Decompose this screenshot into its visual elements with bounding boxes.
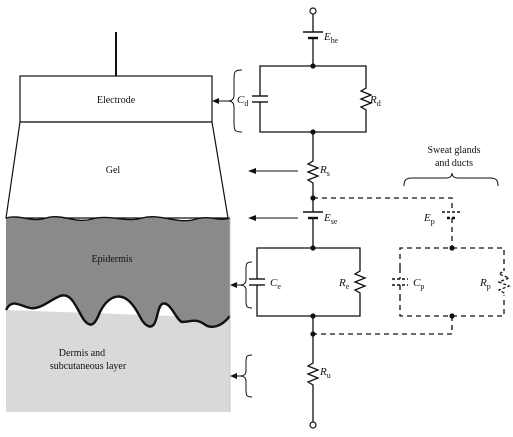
dermis-arrowhead: [230, 373, 237, 379]
gel-arrowhead: [248, 168, 256, 174]
bottom-terminal: [309, 421, 317, 429]
cp-label: Cp: [413, 277, 424, 291]
rs-resistor: [306, 158, 320, 186]
sweat-wire-top: [313, 197, 453, 212]
electrode-label: Electrode: [97, 95, 136, 106]
epidermis-label: Epidermis: [91, 254, 132, 265]
rp-label: Rp: [479, 277, 491, 291]
sweat-wire-bottom: [313, 316, 453, 335]
wire-cdrd-top: [259, 65, 367, 85]
dermis-label-line2: subcutaneous layer: [50, 361, 127, 372]
re-label: Re: [338, 277, 350, 291]
electrode-arrowhead: [212, 98, 219, 104]
rd-resistor: [359, 85, 373, 113]
interface-arrowhead: [248, 215, 256, 221]
epidermis-top-edge: [5, 216, 231, 222]
dermis-label-line1: Dermis and: [59, 348, 105, 359]
re-resistor: [353, 268, 367, 296]
sweat-label-line1: Sweat glands: [427, 145, 480, 156]
wire-cdrd-bottom: [259, 113, 367, 133]
sweat-brace: [403, 172, 499, 187]
rd-label: Rd: [369, 94, 381, 108]
sweat-box-bottom: [399, 296, 505, 317]
wire-cere-bottom: [256, 296, 361, 317]
ehe-label: Ehe: [323, 31, 339, 45]
ru-resistor: [306, 360, 320, 388]
sweat-label-line2: and ducts: [435, 158, 473, 169]
ru-label: Ru: [319, 366, 331, 380]
epidermis-layer: [6, 216, 230, 327]
epidermis-dermis-boundary: [4, 294, 231, 328]
epidermis-arrowhead: [230, 282, 237, 288]
ese-label: Ese: [323, 212, 338, 226]
rp-resistor: [497, 268, 511, 296]
top-terminal: [309, 7, 317, 15]
wire-cere-top: [256, 247, 361, 268]
rs-label: Rs: [319, 164, 330, 178]
ru-brace: [239, 354, 253, 398]
ce-label: Ce: [270, 277, 281, 291]
ep-label: Ep: [423, 212, 435, 226]
cd-label: Cd: [237, 94, 248, 108]
sweat-box-top: [399, 247, 505, 268]
gel-label: Gel: [106, 165, 121, 176]
dermis-layer: [6, 310, 230, 412]
